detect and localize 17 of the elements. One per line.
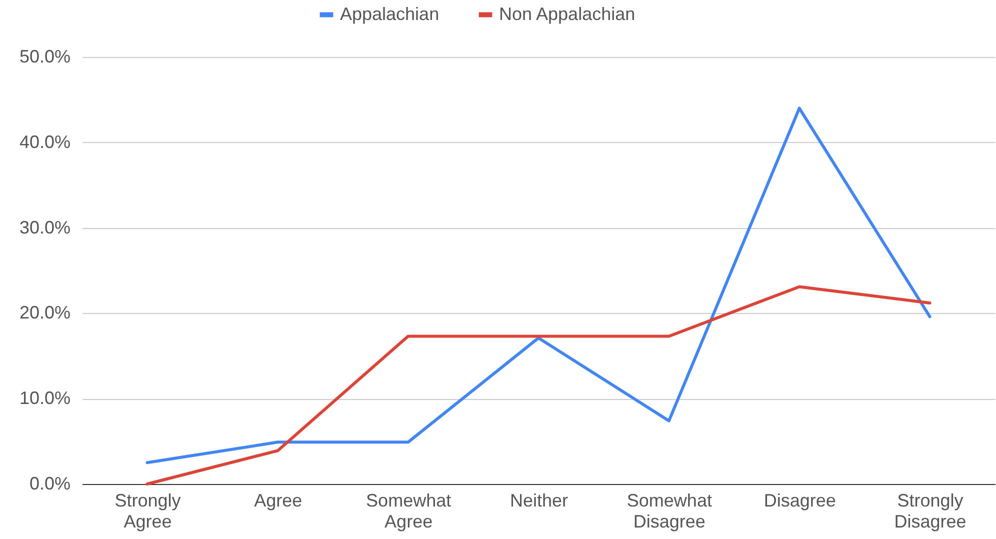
x-tick-label: Strongly Disagree (894, 490, 966, 532)
y-tick-label: 50.0% (19, 46, 70, 66)
y-tick-label: 0.0% (29, 474, 70, 494)
x-tick-label: Somewhat Agree (366, 490, 452, 532)
x-tick-label: Disagree (764, 490, 836, 510)
x-tick-label: Strongly Agree (114, 490, 181, 532)
y-tick-label: 20.0% (19, 302, 70, 323)
y-tick-label: 10.0% (19, 388, 70, 408)
legend-label: Non Appalachian (499, 4, 636, 24)
x-tick-label: Somewhat Disagree (626, 490, 712, 532)
y-tick-label: 30.0% (19, 217, 70, 238)
x-tick-label: Agree (254, 490, 302, 510)
x-tick-label: Neither (510, 490, 568, 510)
legend-label: Appalachian (340, 4, 440, 24)
y-tick-label: 40.0% (19, 132, 70, 152)
line-series (146, 285, 932, 486)
line-series (146, 106, 932, 464)
